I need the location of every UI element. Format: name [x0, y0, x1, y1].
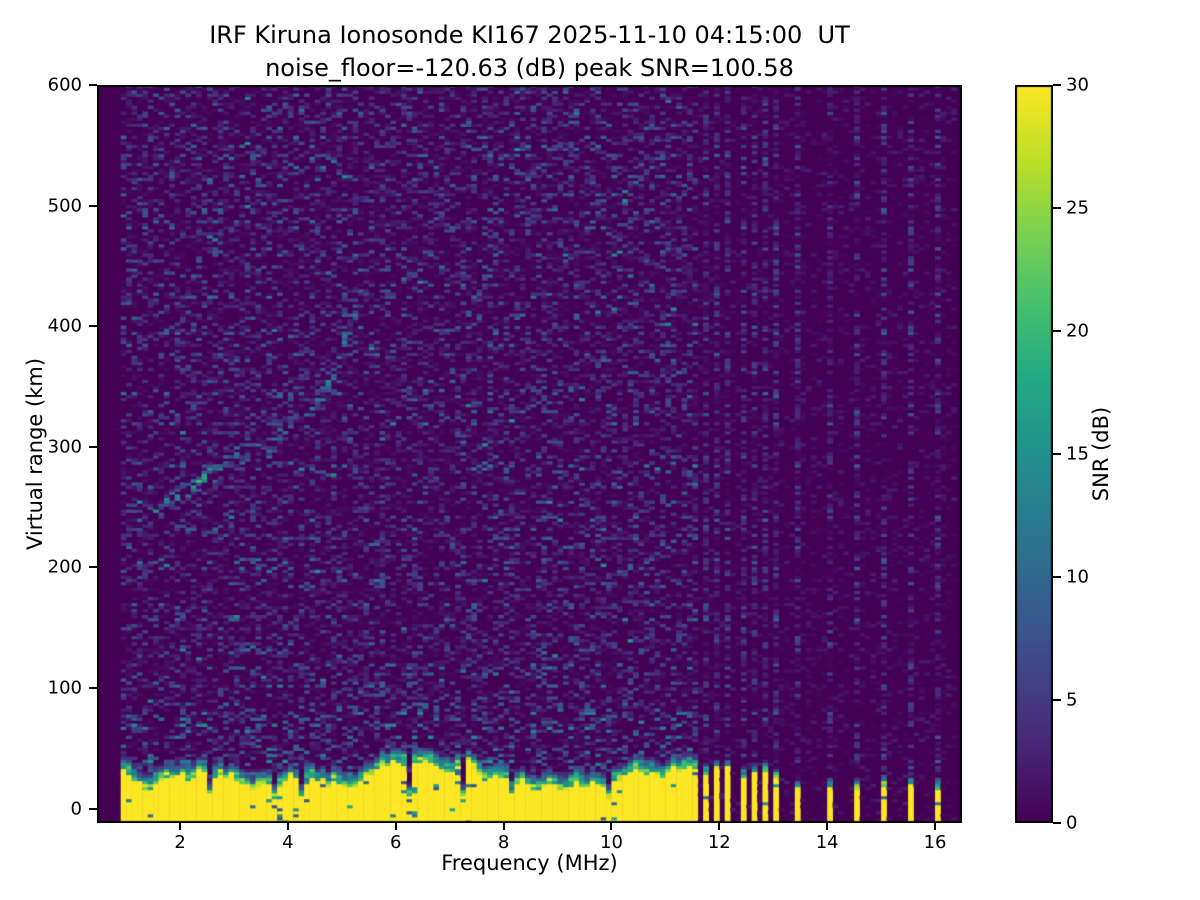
x-tick-mark	[286, 823, 289, 830]
x-tick-label: 2	[174, 832, 186, 853]
colorbar-tick-mark	[1053, 330, 1061, 332]
x-tick-mark	[394, 823, 397, 830]
y-tick-mark	[89, 84, 97, 86]
x-tick-mark	[610, 823, 613, 830]
x-tick-mark	[718, 823, 721, 830]
x-tick-label: 8	[497, 832, 510, 853]
y-tick-mark	[89, 686, 97, 689]
y-tick-mark	[89, 807, 97, 810]
chart-subtitle: noise_floor=-120.63 (dB) peak SNR=100.58	[265, 54, 794, 82]
colorbar-tick-mark	[1053, 822, 1061, 824]
x-tick-mark	[502, 823, 505, 830]
y-tick-mark	[89, 204, 97, 207]
colorbar-tick-label: 5	[1066, 689, 1078, 711]
y-tick-label: 500	[47, 195, 82, 217]
colorbar-tick-label: 30	[1066, 74, 1089, 96]
y-tick-label: 300	[47, 436, 82, 458]
y-tick-label: 0	[70, 798, 82, 820]
colorbar-tick-label: 15	[1066, 443, 1089, 465]
y-tick-label: 600	[47, 74, 82, 96]
colorbar-tick-mark	[1053, 84, 1061, 86]
x-tick-label: 14	[815, 832, 839, 853]
colorbar	[1015, 85, 1053, 823]
colorbar-tick-label: 10	[1066, 566, 1089, 588]
x-axis-label: Frequency (MHz)	[441, 851, 618, 875]
colorbar-tick-mark	[1053, 453, 1061, 455]
colorbar-tick-mark	[1053, 576, 1061, 578]
y-axis-label: Virtual range (km)	[23, 357, 47, 551]
y-tick-label: 100	[47, 677, 82, 699]
colorbar-tick-mark	[1053, 699, 1061, 701]
y-tick-label: 200	[47, 556, 82, 578]
colorbar-tick-label: 20	[1066, 320, 1089, 342]
x-tick-label: 6	[390, 832, 402, 853]
y-tick-mark	[89, 445, 97, 448]
x-tick-label: 10	[600, 832, 623, 853]
chart-title: IRF Kiruna Ionosonde KI167 2025-11-10 04…	[209, 21, 850, 49]
x-tick-label: 16	[923, 832, 947, 853]
colorbar-tick-label: 0	[1066, 812, 1078, 834]
x-tick-mark	[826, 823, 829, 830]
x-tick-label: 12	[707, 832, 731, 853]
colorbar-label: SNR (dB)	[1089, 406, 1113, 502]
x-tick-mark	[179, 823, 182, 830]
colorbar-tick-label: 25	[1066, 197, 1089, 219]
heatmap-plot	[97, 85, 962, 823]
y-tick-mark	[89, 325, 97, 328]
x-tick-mark	[934, 823, 937, 830]
colorbar-tick-mark	[1053, 207, 1061, 209]
y-tick-label: 400	[47, 315, 82, 337]
y-tick-mark	[89, 566, 97, 569]
x-tick-label: 4	[282, 832, 294, 853]
